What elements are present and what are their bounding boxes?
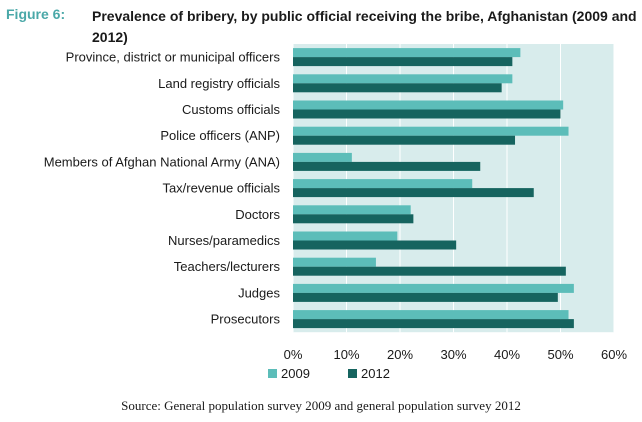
category-labels: Province, district or municipal officers… bbox=[44, 50, 281, 327]
bar-2012 bbox=[293, 292, 558, 302]
bar-2009 bbox=[293, 283, 574, 293]
bar-2009 bbox=[293, 310, 569, 320]
bar-2012 bbox=[293, 266, 566, 276]
x-tick-label: 40% bbox=[494, 347, 520, 362]
bar-2012 bbox=[293, 161, 481, 171]
x-tick-label: 10% bbox=[333, 347, 359, 362]
bar-2012 bbox=[293, 188, 534, 198]
bars bbox=[293, 48, 574, 329]
x-tick-label: 60% bbox=[601, 347, 627, 362]
x-tick-label: 30% bbox=[440, 347, 466, 362]
category-label: Members of Afghan National Army (ANA) bbox=[44, 154, 280, 169]
category-label: Land registry officials bbox=[158, 76, 280, 91]
bar-2012 bbox=[293, 109, 561, 119]
category-label: Teachers/lecturers bbox=[174, 259, 281, 274]
bar-chart: Province, district or municipal officers… bbox=[44, 44, 628, 381]
source-note: Source: General population survey 2009 a… bbox=[121, 398, 521, 413]
bar-2009 bbox=[293, 257, 376, 267]
bar-2012 bbox=[293, 214, 414, 224]
bar-2009 bbox=[293, 179, 473, 189]
x-tick-label: 50% bbox=[547, 347, 573, 362]
bar-2009 bbox=[293, 231, 398, 241]
category-label: Doctors bbox=[235, 207, 280, 222]
bar-2012 bbox=[293, 319, 574, 329]
legend-label: 2012 bbox=[361, 366, 390, 381]
x-tick-labels: 0% 10% 20% 30% 40% 50% 60% bbox=[284, 347, 628, 362]
legend: 2009 2012 bbox=[268, 366, 390, 381]
figure-title: Prevalence of bribery, by public officia… bbox=[92, 8, 637, 45]
bar-2012 bbox=[293, 57, 513, 67]
category-label: Nurses/paramedics bbox=[168, 233, 280, 248]
bar-2012 bbox=[293, 83, 502, 93]
bar-2009 bbox=[293, 74, 513, 84]
bar-2009 bbox=[293, 100, 564, 110]
bar-2012 bbox=[293, 240, 457, 250]
bar-2009 bbox=[293, 48, 521, 58]
bar-2009 bbox=[293, 205, 411, 215]
legend-label: 2009 bbox=[281, 366, 310, 381]
figure-label: Figure 6: bbox=[6, 6, 66, 22]
bar-2012 bbox=[293, 135, 516, 145]
bar-2009 bbox=[293, 152, 352, 162]
legend-swatch bbox=[348, 369, 357, 378]
category-label: Tax/revenue officials bbox=[162, 181, 280, 196]
x-tick-label: 20% bbox=[387, 347, 413, 362]
category-label: Customs officials bbox=[182, 102, 281, 117]
category-label: Judges bbox=[238, 285, 280, 300]
category-label: Province, district or municipal officers bbox=[66, 50, 281, 65]
legend-swatch bbox=[268, 369, 277, 378]
bar-2009 bbox=[293, 126, 569, 136]
x-tick-label: 0% bbox=[284, 347, 303, 362]
category-label: Prosecutors bbox=[211, 312, 281, 327]
category-label: Police officers (ANP) bbox=[160, 128, 280, 143]
